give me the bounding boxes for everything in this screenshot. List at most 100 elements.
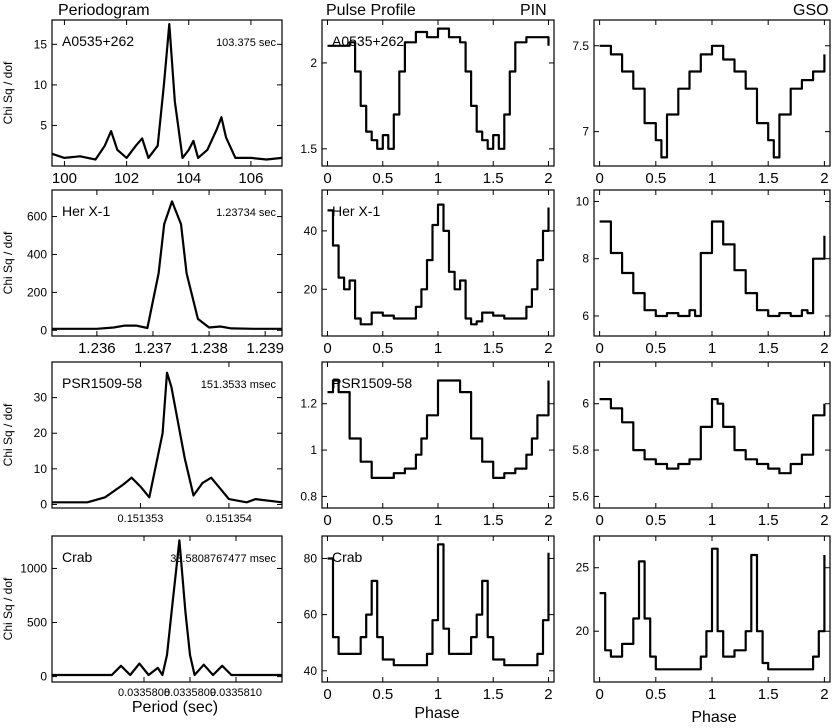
y-tick-label: 1.5 <box>300 142 317 156</box>
data-line <box>599 44 826 159</box>
period-annotation: 1.23734 sec <box>216 207 276 219</box>
y-tick-label: 7 <box>582 125 589 139</box>
plot-frame <box>51 535 283 683</box>
plot-frame <box>593 19 831 167</box>
x-tick-label: 0.151354 <box>206 513 252 525</box>
x-tick-label: 1.5 <box>758 170 779 187</box>
x-tick-label: 0 <box>323 340 331 357</box>
x-tick-label: 1 <box>434 340 442 357</box>
plot-frame <box>51 19 283 167</box>
data-line <box>327 543 550 667</box>
header-periodogram: Periodogram <box>58 2 150 19</box>
panel-r1-c1: 0 0.5 1 1.5 2 20 40 Her X-1 <box>304 189 555 357</box>
x-tick-label: 100 <box>52 170 77 187</box>
data-line <box>599 547 826 671</box>
x-tick-label: 106 <box>238 170 263 187</box>
data-line <box>599 220 826 318</box>
x-tick-label: 0.5 <box>372 340 393 357</box>
y-tick-label: 6 <box>582 397 589 411</box>
x-tick-label: 0 <box>595 170 603 187</box>
panel-r2-c2: 0 0.5 1 1.5 2 5.6 5.8 6 <box>572 361 831 529</box>
data-line <box>327 27 550 150</box>
x-tick-label: 2 <box>544 686 552 703</box>
x-tick-label: 0.0335808 <box>118 687 170 699</box>
data-line <box>52 539 282 677</box>
x-tick-label: 0.5 <box>645 686 666 703</box>
x-tick-label: 0 <box>323 512 331 529</box>
x-tick-label: 1.238 <box>190 340 228 357</box>
source-label: A0535+262 <box>62 33 134 49</box>
y-tick-label: 0 <box>40 497 47 511</box>
x-tick-label: 1 <box>434 686 442 703</box>
y-tick-label: 5.6 <box>572 489 589 503</box>
y-tick-label: 30 <box>34 391 48 405</box>
source-label: Crab <box>62 549 93 565</box>
x-tick-label: 1.5 <box>483 512 504 529</box>
panel-r3-c1: 0 0.5 1 1.5 2 40 60 80 Crab <box>304 535 555 703</box>
header-gso: GSO <box>793 2 829 19</box>
x-tick-label: 1.5 <box>483 340 504 357</box>
x-tick-label: 1.5 <box>758 686 779 703</box>
source-label: PSR1509-58 <box>332 375 412 391</box>
plot-frame <box>51 189 283 337</box>
x-tick-label: 2 <box>544 512 552 529</box>
data-line <box>52 371 283 504</box>
y-tick-label: 10 <box>34 78 48 92</box>
x-tick-label: 0.5 <box>645 512 666 529</box>
data-line <box>51 23 283 161</box>
y-tick-label: 6 <box>582 309 589 323</box>
x-tick-label: 2 <box>820 512 828 529</box>
y-tick-label: 1.2 <box>300 397 317 411</box>
header-pulse-profile: Pulse Profile <box>326 2 416 19</box>
data-line <box>327 203 550 326</box>
y-tick-label: 20 <box>304 282 318 296</box>
x-tick-label: 0 <box>323 170 331 187</box>
xlabel-phase-right: Phase <box>691 709 736 726</box>
x-tick-label: 1.5 <box>758 340 779 357</box>
x-tick-label: 1 <box>708 340 716 357</box>
x-tick-label: 0 <box>595 340 603 357</box>
x-tick-label: 0 <box>323 686 331 703</box>
y-tick-label: 60 <box>304 608 318 622</box>
source-label: Her X-1 <box>332 203 380 219</box>
plot-frame <box>593 189 831 337</box>
period-annotation: 151.3533 msec <box>201 379 277 391</box>
x-tick-label: 104 <box>176 170 201 187</box>
x-tick-label: 0.5 <box>645 170 666 187</box>
y-tick-label: 0 <box>40 670 47 684</box>
x-tick-label: 1.236 <box>78 340 116 357</box>
y-tick-label: 2 <box>310 56 317 70</box>
panel-r1-c2: 0 0.5 1 1.5 2 6 8 10 <box>576 189 831 357</box>
y-tick-label: 25 <box>576 561 590 575</box>
panel-r2-c1: 0 0.5 1 1.5 2 0.8 1 1.2 PSR1509-58 <box>300 361 555 529</box>
panel-r0-c2: 0 0.5 1 1.5 2 7 7.5 <box>572 19 831 187</box>
y-tick-label: 1000 <box>20 561 47 575</box>
x-tick-label: 1 <box>708 686 716 703</box>
plot-frame <box>593 361 831 509</box>
y-tick-label: 5.8 <box>572 443 589 457</box>
y-tick-label: 5 <box>40 118 47 132</box>
y-tick-label: 40 <box>304 664 318 678</box>
panel-r2-c0: 0.151353 0.151354 0 10 20 30 PSR1509-58 151.353… <box>1 361 283 525</box>
y-axis-title: Chi Sq / dof <box>1 403 15 466</box>
x-tick-label: 0.151353 <box>118 513 164 525</box>
x-tick-label: 1.5 <box>483 686 504 703</box>
header-pin: PIN <box>520 2 547 19</box>
y-tick-label: 40 <box>304 224 318 238</box>
x-tick-label: 0 <box>595 686 603 703</box>
x-tick-label: 2 <box>820 686 828 703</box>
x-tick-label: 1 <box>434 170 442 187</box>
y-tick-label: 8 <box>582 252 589 266</box>
panel-r1-c0: 1.236 1.237 1.238 1.239 0 200 400 600 Her X-1 1.2… <box>1 189 284 357</box>
x-tick-label: 1 <box>708 170 716 187</box>
y-tick-label: 20 <box>34 426 48 440</box>
source-label: PSR1509-58 <box>62 375 142 391</box>
source-label: Crab <box>332 549 363 565</box>
x-tick-label: 0 <box>595 512 603 529</box>
period-annotation: 33.5808767477 msec <box>170 553 276 565</box>
x-tick-label: 1.237 <box>134 340 172 357</box>
y-tick-label: 1 <box>310 443 317 457</box>
x-tick-label: 1 <box>708 512 716 529</box>
